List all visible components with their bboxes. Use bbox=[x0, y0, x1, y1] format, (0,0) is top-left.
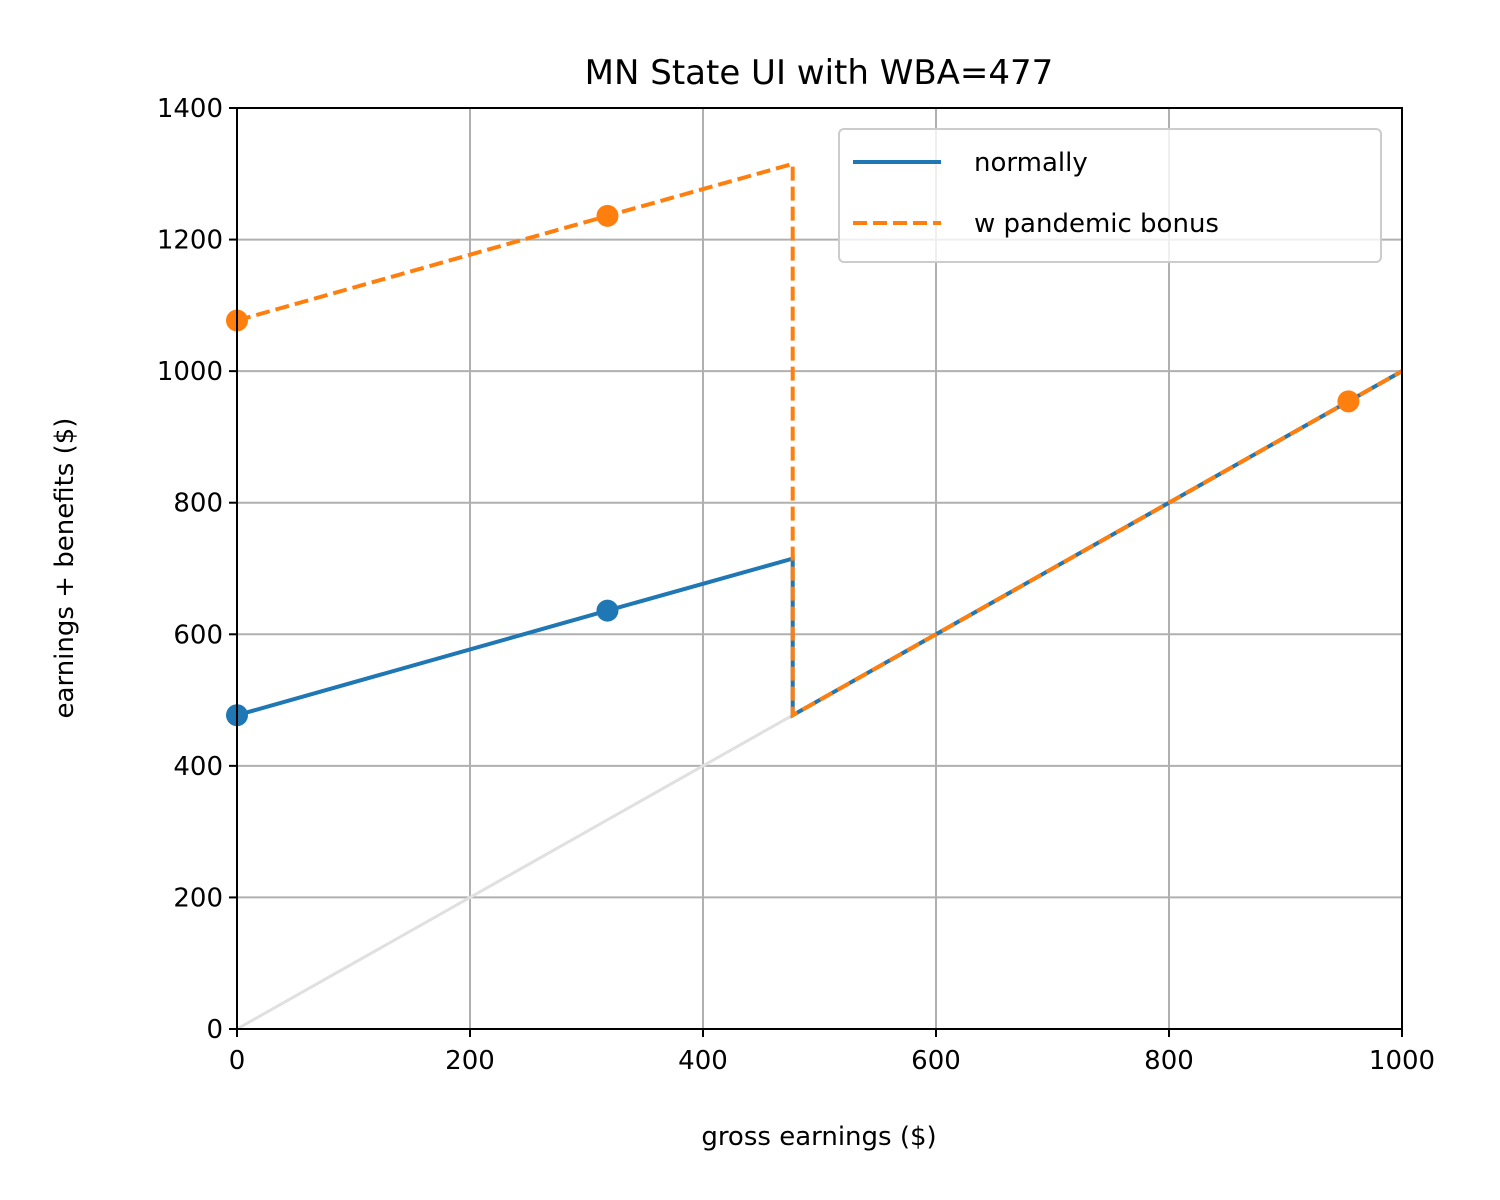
y-tick-label: 600 bbox=[173, 620, 223, 650]
chart-title: MN State UI with WBA=477 bbox=[585, 53, 1054, 93]
legend: normally w pandemic bonus bbox=[838, 128, 1382, 263]
series-marker-1 bbox=[596, 204, 619, 227]
plot-frame bbox=[236, 107, 1403, 1030]
y-tick-label: 200 bbox=[173, 883, 223, 913]
reference-line bbox=[236, 713, 794, 1031]
reference-diagonal-line bbox=[236, 713, 794, 1031]
x-tick-label: 0 bbox=[229, 1046, 246, 1076]
y-axis-label: earnings + benefits ($) bbox=[50, 418, 80, 719]
x-tick-label: 800 bbox=[1144, 1046, 1194, 1076]
y-tick-label: 1200 bbox=[157, 226, 223, 256]
series-line-0 bbox=[236, 369, 1403, 719]
legend-label-normally: normally bbox=[974, 148, 1088, 178]
x-tick-label: 600 bbox=[911, 1046, 961, 1076]
series-line-1 bbox=[236, 161, 1403, 719]
series-marker-1 bbox=[1337, 390, 1360, 413]
x-tick-label: 400 bbox=[678, 1046, 728, 1076]
series-1 bbox=[226, 161, 1403, 719]
x-tick-label: 1000 bbox=[1369, 1046, 1435, 1076]
axis-ticks: 0 200 400 600 800 1000 0 200 400 600 800 1000 1200 14… bbox=[157, 94, 1435, 1076]
legend-label-pandemic-bonus: w pandemic bonus bbox=[974, 209, 1219, 239]
series-marker-0 bbox=[596, 599, 619, 622]
y-tick-label: 0 bbox=[206, 1015, 223, 1045]
x-tick-label: 200 bbox=[445, 1046, 495, 1076]
y-tick-label: 800 bbox=[173, 489, 223, 519]
y-tick-label: 1400 bbox=[157, 94, 223, 124]
legend-box bbox=[838, 128, 1382, 263]
y-tick-label: 400 bbox=[173, 752, 223, 782]
series-0 bbox=[226, 369, 1403, 727]
series-layer bbox=[226, 161, 1403, 727]
x-axis-label: gross earnings ($) bbox=[701, 1122, 936, 1152]
y-tick-label: 1000 bbox=[157, 357, 223, 387]
